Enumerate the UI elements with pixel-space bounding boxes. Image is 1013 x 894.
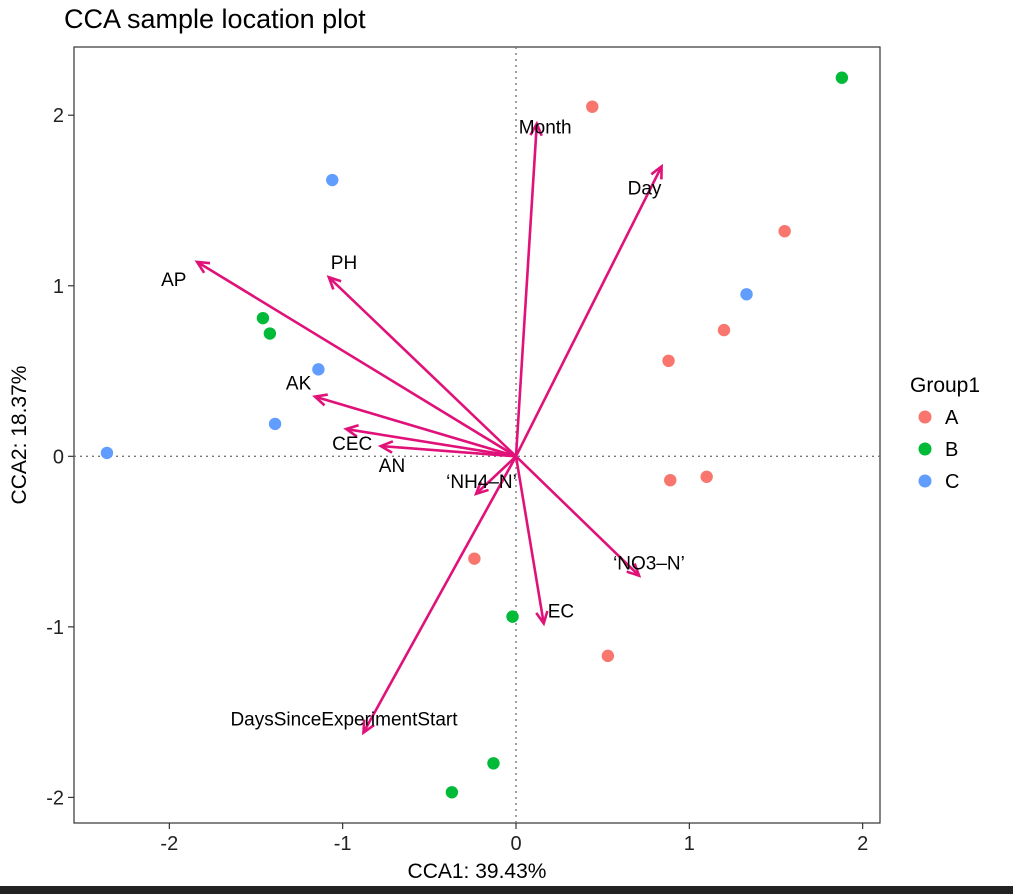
arrow-label: DaysSinceExperimentStart [230, 710, 458, 731]
x-tick-label: -2 [160, 833, 178, 855]
arrow-label: EC [548, 601, 574, 622]
points-layer [100, 71, 849, 799]
legend-label-a: A [945, 407, 959, 429]
plot-panel [73, 46, 881, 824]
reference-lines [74, 47, 880, 823]
arrow-head [377, 440, 394, 454]
window-bottom-edge [0, 886, 1013, 894]
arrow-ph [326, 275, 517, 458]
y-tick-label: 2 [53, 105, 64, 127]
point-group-b [835, 71, 849, 84]
point-group-b [445, 786, 459, 799]
point-group-b [256, 311, 270, 325]
arrow-shaft [514, 123, 539, 457]
arrow-head [312, 393, 328, 407]
arrow-dayssinceexperimentstart [362, 455, 518, 736]
point-group-a [601, 649, 615, 663]
arrow-label: PH [331, 253, 357, 274]
legend: Group1 ABC [910, 374, 980, 493]
arrow-head [529, 120, 543, 137]
point-group-c [312, 363, 325, 376]
arrow-shaft [362, 455, 518, 734]
arrow-day [514, 163, 663, 457]
arrow-shaft [196, 260, 517, 458]
point-group-a [700, 470, 713, 483]
arrow-month [514, 120, 543, 457]
arrow-label: Month [519, 118, 572, 139]
legend-swatch-c [918, 474, 932, 488]
legend-entries: ABC [918, 407, 959, 493]
x-tick-label: 2 [857, 833, 868, 855]
arrow-ec [514, 456, 549, 627]
point-group-c [100, 446, 114, 460]
arrow-labels-layer: Month Day PH AP AK CEC AN ‘NH4–N’ ‘NO3–N’ EC DaysS… [161, 118, 685, 731]
arrow-head [362, 719, 375, 736]
arrow-shaft [475, 455, 517, 495]
legend-swatch-a [918, 410, 932, 424]
arrow-label: Day [628, 178, 662, 199]
axis-ticks: -2 -1 0 1 2 -2 -1 0 1 2 [46, 105, 868, 855]
point-group-c [268, 417, 282, 431]
point-group-a [664, 473, 677, 487]
arrow-ak [312, 393, 517, 458]
arrow-head [194, 260, 211, 274]
point-group-a [717, 323, 731, 337]
arrow-label: AN [379, 456, 405, 477]
point-group-b [506, 610, 519, 623]
point-group-a [778, 224, 791, 238]
arrow-shaft [515, 455, 640, 577]
arrow-head [626, 563, 642, 578]
arrow-shaft [514, 456, 546, 624]
y-tick-label: 0 [53, 446, 64, 468]
arrow-cec [343, 424, 517, 458]
arrow-an [377, 440, 517, 458]
arrow-label: AP [161, 270, 186, 291]
legend-label-b: B [945, 439, 958, 461]
arrow-shaft [314, 395, 517, 458]
point-group-a [662, 354, 675, 368]
arrow-nh4-n [473, 455, 517, 496]
arrow-head [343, 424, 359, 438]
legend-title: Group1 [910, 374, 980, 397]
point-group-c [740, 288, 753, 301]
arrow-shaft [514, 165, 663, 457]
arrow-label: CEC [332, 434, 372, 455]
arrow-shaft [327, 276, 517, 458]
x-tick-label: 0 [510, 833, 521, 855]
arrow-label: ‘NO3–N’ [613, 554, 685, 575]
x-tick-label: -1 [334, 833, 352, 855]
y-tick-label: 1 [53, 276, 64, 298]
point-group-b [263, 327, 277, 340]
point-group-a [586, 100, 599, 113]
arrow-label: ‘NH4–N’ [446, 472, 517, 493]
arrow-shaft [380, 444, 517, 458]
y-tick-label: -2 [46, 787, 64, 809]
arrow-label: AK [286, 374, 312, 395]
arrow-head [650, 163, 663, 180]
x-axis-title: CCA1: 39.43% [408, 860, 547, 883]
arrow-shaft [345, 427, 517, 458]
y-tick-label: -1 [46, 617, 64, 639]
point-group-a [468, 552, 481, 565]
arrow-head [535, 610, 549, 627]
y-axis-title: CCA2: 18.37% [8, 366, 31, 505]
arrow-head [326, 275, 342, 290]
arrow-no3-n [515, 455, 642, 578]
arrow-head [473, 481, 489, 496]
point-group-c [326, 173, 339, 187]
legend-swatch-b [918, 442, 932, 456]
chart-title: CCA sample location plot [64, 4, 366, 34]
x-tick-label: 1 [684, 833, 695, 855]
point-group-b [487, 757, 500, 770]
arrow-ap [194, 260, 517, 458]
arrows-layer [194, 120, 663, 736]
legend-label-c: C [945, 471, 959, 493]
